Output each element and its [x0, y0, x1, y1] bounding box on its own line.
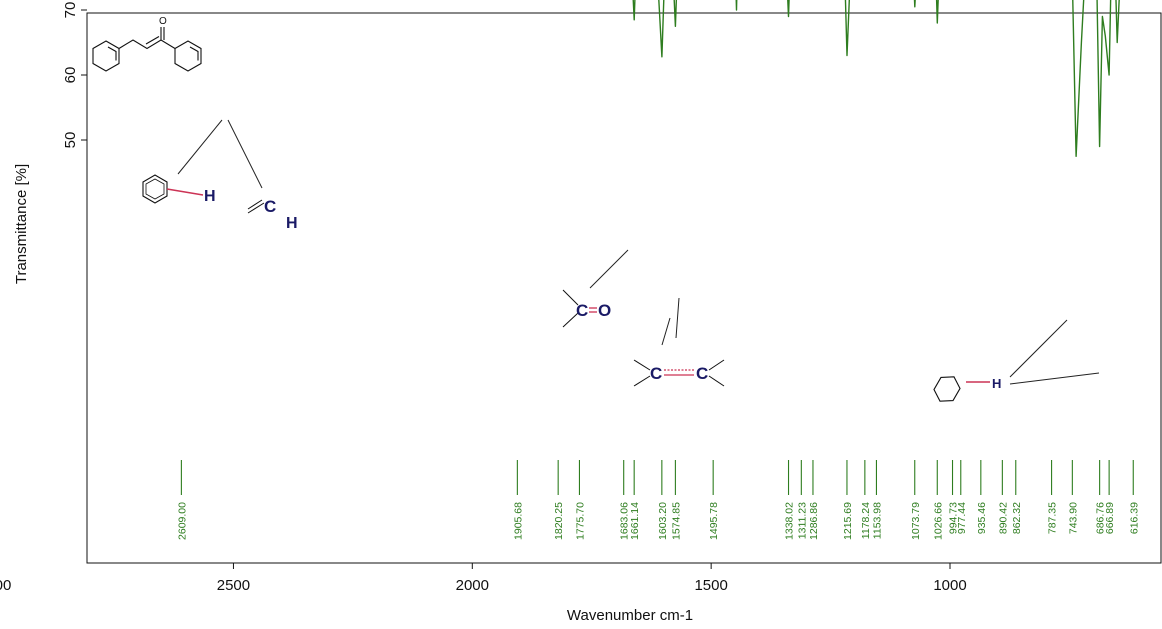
vinyl-bond-2 [247, 199, 263, 210]
y-axis: 5060708090100 [62, 2, 87, 149]
alkene-carbon-1: C [650, 364, 662, 383]
molecule-double-bond [145, 36, 160, 45]
oop-hydrogen-label: H [992, 376, 1001, 391]
chalcone-structure [92, 27, 202, 72]
peak-label: 743.90 [1067, 502, 1079, 534]
benzene-ring-inner [145, 178, 165, 200]
ch-bond [166, 188, 204, 196]
pointer-line [661, 317, 671, 346]
pointer-line [1009, 319, 1068, 378]
hydrogen-label: H [204, 188, 216, 205]
vinyl-ch-annotation: C H [227, 119, 298, 232]
peak-label: 1820.25 [553, 502, 565, 540]
alkene-substituent-3 [708, 359, 725, 371]
y-tick-label: 70 [62, 2, 79, 19]
peak-label: 1178.24 [860, 502, 872, 539]
x-axis-label: Wavenumber cm-1 [567, 607, 693, 624]
peak-label: 2609.00 [176, 502, 188, 540]
peak-label: 862.32 [1011, 502, 1023, 534]
alkene-annotation: C C [633, 297, 725, 387]
pointer-line-2 [675, 297, 680, 339]
benzene-ring-icon [142, 174, 168, 204]
alkene-substituent-2 [633, 375, 651, 387]
y-tick-label: 50 [62, 132, 79, 149]
peak-label: 686.76 [1095, 502, 1107, 534]
peak-label: 1338.02 [784, 502, 796, 540]
x-tick-label: 1500 [694, 577, 727, 594]
benzene-ring-icon [933, 376, 961, 402]
y-tick-label: 60 [62, 67, 79, 84]
plot-frame [86, 12, 1162, 564]
pointer-line [227, 119, 263, 189]
peak-label: 1683.06 [619, 502, 631, 540]
peak-label: 1603.20 [657, 502, 669, 540]
peak-label: 1495.78 [708, 502, 720, 540]
x-tick-label: 2000 [456, 577, 489, 594]
peak-label: 977.44 [956, 502, 968, 534]
peak-label: 1661.14 [629, 502, 641, 540]
peak-label: 787.35 [1047, 502, 1059, 534]
peak-label: 890.42 [997, 502, 1009, 534]
peak-label: 1215.69 [842, 502, 854, 540]
carbonyl-oxygen-label: O [598, 301, 611, 320]
y-axis-label: Transmittance [%] [13, 164, 30, 284]
peak-label: 1311.23 [796, 502, 808, 539]
vinyl-bond [247, 202, 265, 214]
peak-label: 666.89 [1104, 502, 1116, 534]
oop-ch-annotation: H [933, 319, 1100, 402]
molecule-ring-left-inner [107, 46, 117, 61]
peak-markers: 3060.853001.862609.001905.681820.251775.… [0, 460, 1140, 540]
molecule-oxygen-label: O [159, 16, 167, 27]
x-tick-label: 3000 [0, 577, 11, 594]
alkene-substituent-4 [708, 375, 725, 387]
peak-label: 3001.86 [0, 502, 1, 540]
alkene-substituent-1 [633, 359, 651, 371]
pointer-line-2 [1009, 372, 1100, 385]
carbonyl-substituent-1 [562, 289, 579, 306]
peak-label: 1286.86 [808, 502, 820, 540]
peak-label: 1775.70 [574, 502, 586, 540]
peak-label: 1905.68 [512, 502, 524, 540]
peak-label: 616.39 [1128, 502, 1140, 534]
peak-label: 1073.79 [910, 502, 922, 540]
peak-label: 1574.85 [670, 502, 682, 540]
carbonyl-substituent-2 [562, 312, 579, 328]
x-tick-label: 1000 [933, 577, 966, 594]
peak-label: 1026.66 [932, 502, 944, 540]
pointer-line [589, 249, 629, 289]
molecule-ring-right [174, 40, 202, 72]
x-tick-label: 2500 [217, 577, 250, 594]
x-axis: 350030002500200015001000 [0, 563, 967, 594]
peak-label: 994.73 [948, 502, 960, 534]
molecule-ring-left [92, 40, 120, 72]
spectrum-series-line [632, 0, 1120, 158]
peak-label: 1153.98 [871, 502, 883, 539]
molecule-chain [118, 39, 176, 50]
peak-label: 935.46 [976, 502, 988, 534]
molecule-ring-right-inner [189, 46, 199, 61]
carbonyl-carbon-label: C [576, 301, 588, 320]
vinyl-hydrogen-label: H [286, 215, 298, 232]
pointer-line [177, 119, 223, 175]
alkene-carbon-2: C [696, 364, 708, 383]
vinyl-carbon-label: C [264, 197, 276, 216]
aromatic-ch-annotation: H [142, 119, 223, 205]
carbonyl-annotation: C O [562, 249, 629, 328]
